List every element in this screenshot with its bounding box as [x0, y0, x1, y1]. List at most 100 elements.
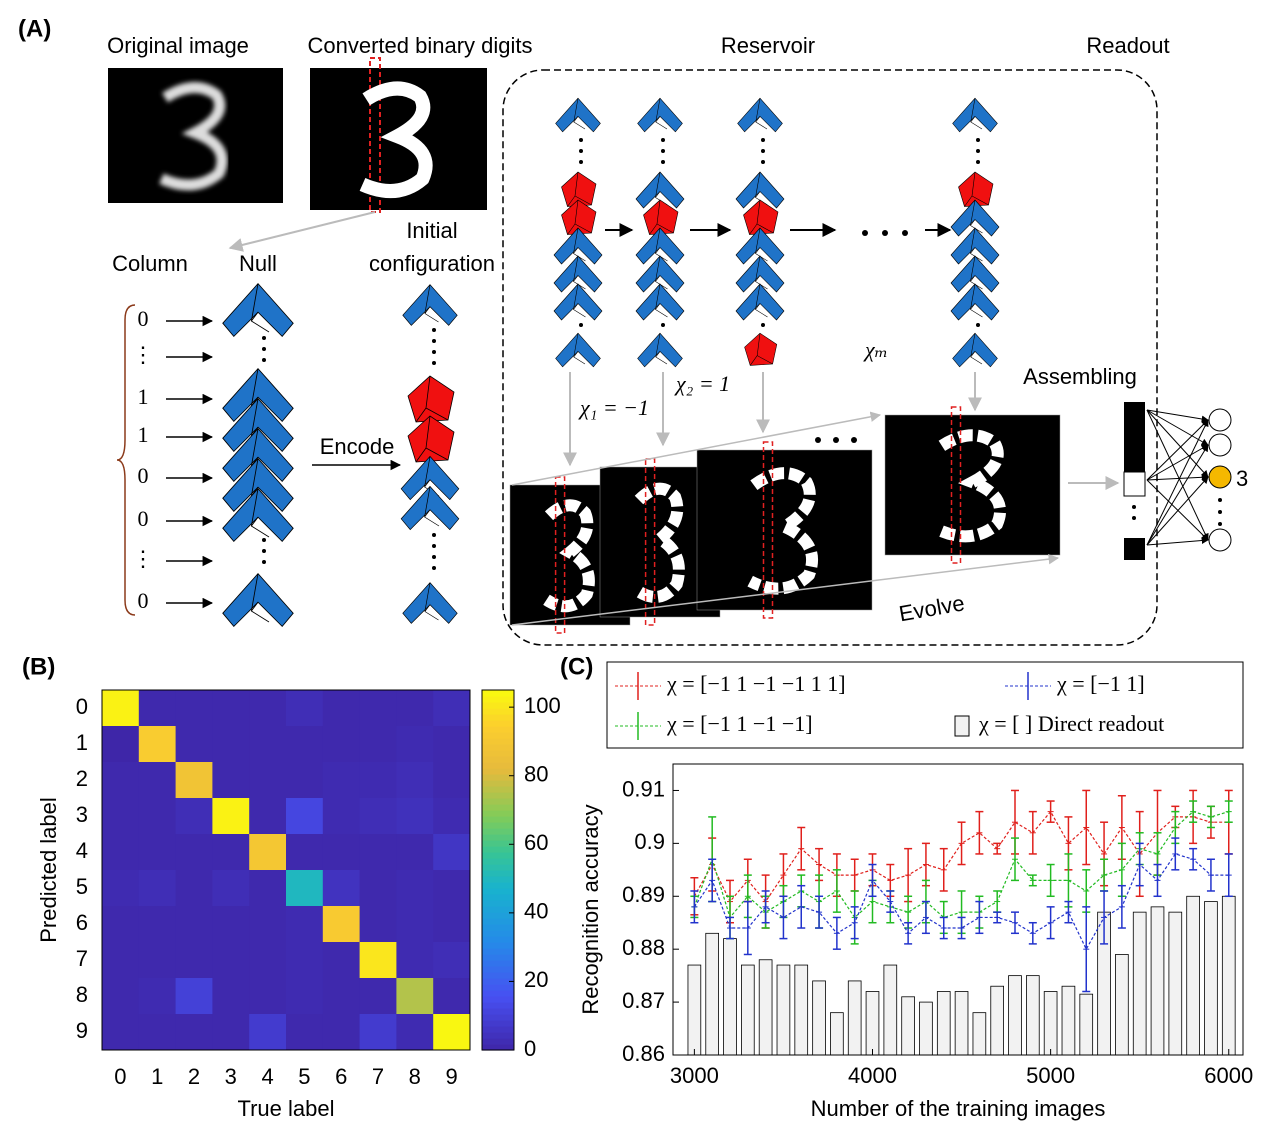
dot — [579, 323, 583, 327]
error-bar — [1135, 842, 1144, 887]
colorbar-segment — [482, 852, 514, 859]
colorbar-segment — [482, 990, 514, 997]
colorbar-segment — [482, 936, 514, 943]
colorbar-tick-label: 0 — [524, 1036, 536, 1061]
colorbar-segment — [482, 858, 514, 865]
error-bar — [832, 916, 841, 950]
error-bar — [1011, 911, 1019, 935]
heatmap-cell — [433, 870, 471, 907]
unit-fold — [250, 283, 270, 333]
colorbar-segment — [482, 924, 514, 931]
colorbar-segment — [482, 726, 514, 733]
colorbar-segment — [482, 714, 514, 721]
origami-unit — [950, 199, 1000, 237]
unit-face — [555, 97, 601, 133]
dot — [432, 566, 436, 570]
origami-unit — [637, 97, 683, 133]
origami-unit — [553, 283, 603, 321]
connection — [1146, 419, 1209, 481]
heatmap-cell — [396, 1014, 434, 1051]
origami-unit — [402, 284, 458, 326]
colorbar-segment — [482, 996, 514, 1003]
heatmap-cell — [322, 726, 361, 763]
colorbar-segment — [482, 774, 514, 781]
error-bar — [850, 906, 859, 940]
dot — [262, 336, 266, 340]
dot — [1218, 498, 1222, 502]
heatmap-cell — [433, 942, 471, 979]
legend-box — [606, 661, 1244, 749]
heatmap-cell — [212, 978, 250, 1015]
dot — [976, 323, 980, 327]
x-axis-label: Number of the training images — [811, 1096, 1106, 1121]
unit-face — [402, 284, 458, 326]
heatmap-cell — [212, 726, 250, 763]
error-bar — [975, 810, 984, 855]
origami-unit — [561, 171, 597, 207]
dot — [851, 437, 857, 443]
error-bar — [797, 826, 806, 871]
panel-c: (C) 0.86 0.87 0.88 0.89 0.9 0.91 3000 4000 5000 60… — [560, 653, 1253, 1120]
x-tick-label: 0 — [114, 1064, 126, 1089]
colorbar-segment — [482, 882, 514, 889]
heatmap-cell — [286, 798, 324, 835]
caption: Converted binary digits — [307, 33, 532, 58]
heatmap-cell — [212, 870, 250, 907]
heatmap-cell — [322, 906, 361, 943]
heatmap-cell — [286, 762, 324, 799]
connection — [1146, 444, 1209, 546]
colorbar-segment — [482, 846, 514, 853]
colorbar-tick-label: 20 — [524, 967, 548, 992]
connection — [1146, 444, 1209, 481]
colorbar-segment — [482, 738, 514, 745]
caption: Encode — [320, 434, 395, 459]
bar — [1204, 901, 1218, 1056]
origami-unit — [222, 572, 294, 628]
bar — [972, 1012, 987, 1056]
origami-unit — [743, 199, 779, 235]
origami-unit — [952, 332, 998, 368]
colorbar-segment — [482, 696, 514, 703]
error-bar — [1082, 789, 1091, 866]
colorbar-segment — [482, 762, 514, 769]
unit-fold — [970, 227, 983, 262]
digit-stroke — [633, 482, 685, 603]
x-axis-label: True label — [237, 1096, 334, 1121]
plot-frame — [672, 763, 1244, 1056]
digit-stroke — [935, 429, 1007, 543]
unit-fold — [964, 171, 989, 207]
column-digit: 0 — [138, 463, 149, 488]
colorbar-segment — [482, 930, 514, 937]
dot — [833, 437, 839, 443]
heatmap-cell — [433, 762, 471, 799]
connection — [1146, 409, 1209, 541]
column-digit: 1 — [138, 384, 149, 409]
origami-unit — [735, 255, 785, 293]
heatmap-cell — [249, 690, 287, 727]
unit-fold — [655, 227, 668, 262]
x-tick-label: 9 — [445, 1064, 457, 1089]
readout-cell — [1124, 538, 1145, 560]
y-tick-label: 0.91 — [622, 776, 665, 801]
bar — [1150, 906, 1165, 1056]
output-node — [1208, 408, 1232, 432]
heatmap-cell — [175, 870, 213, 907]
heatmap-cell — [175, 834, 213, 871]
reservoir-box — [502, 69, 1158, 646]
heatmap-cell — [433, 690, 471, 727]
colorbar-segment — [482, 906, 514, 913]
heatmap-cell — [359, 798, 397, 835]
heatmap-cell — [249, 1014, 287, 1051]
colorbar-tick-label: 60 — [524, 830, 548, 855]
unit-face — [400, 485, 460, 531]
unit-fold — [250, 573, 270, 623]
y-tick-label: 3 — [76, 802, 88, 827]
unit-face — [407, 415, 455, 463]
caption: Reservoir — [721, 33, 815, 58]
chi-label: χ₁ = −1 — [578, 395, 649, 420]
legend-label: χ = [ ] Direct readout — [978, 711, 1164, 736]
heatmap-cell — [286, 690, 324, 727]
colorbar-segment — [482, 786, 514, 793]
error-bar — [726, 916, 734, 940]
unit-face — [400, 455, 460, 501]
